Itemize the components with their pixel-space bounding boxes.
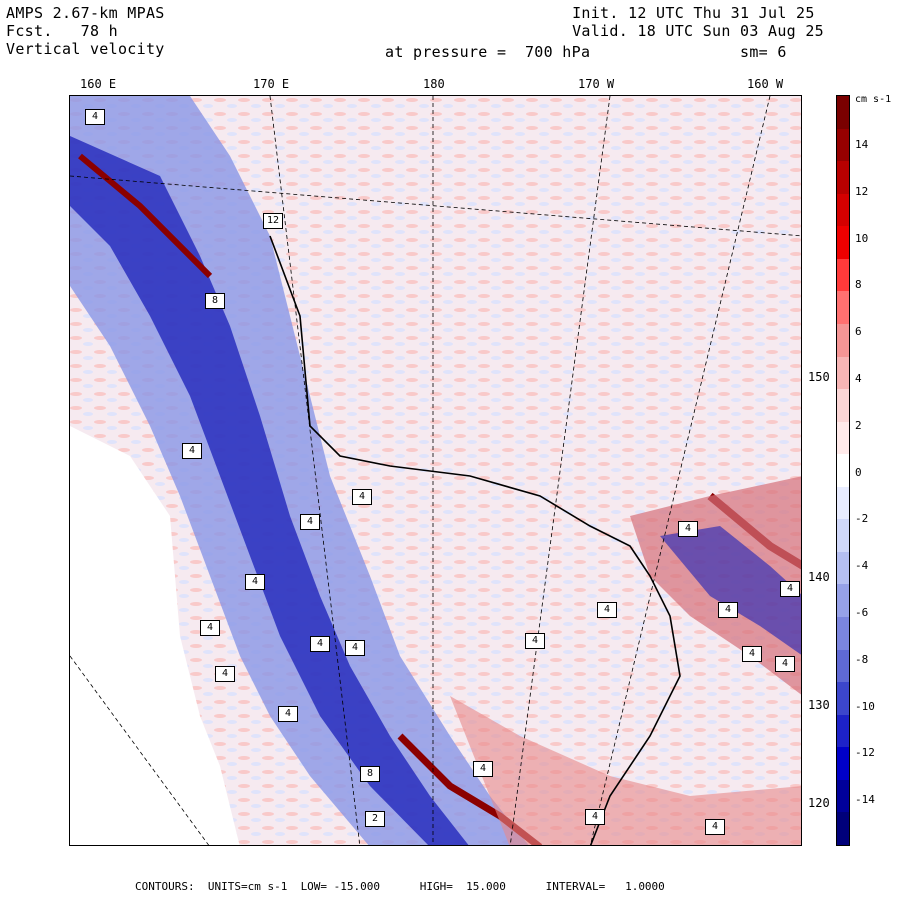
colorbar-segment [837, 226, 849, 260]
header-left: AMPS 2.67-km MPAS Fcst. 78 h Vertical velo… [6, 4, 165, 58]
colorbar-segment [837, 193, 849, 227]
map-canvas [70, 96, 801, 845]
map-label-box: 2 [365, 811, 385, 827]
colorbar-segment [837, 584, 849, 618]
map-label-box: 4 [705, 819, 725, 835]
map-label-box: 4 [775, 656, 795, 672]
colorbar-segment [837, 551, 849, 585]
lon-label-170e: 170 E [253, 77, 290, 91]
contour-info-footer: CONTOURS: UNITS=cm s-1 LOW= -15.000 HIGH… [135, 880, 665, 893]
colorbar-tick-label: -6 [855, 606, 869, 619]
lon-label-170w: 170 W [578, 77, 615, 91]
map-label-box: 4 [742, 646, 762, 662]
east-downward-zone [660, 526, 801, 655]
colorbar-segment [837, 519, 849, 553]
header-right: Init. 12 UTC Thu 31 Jul 25 Valid. 18 UTC … [572, 4, 824, 40]
colorbar-tick-label: 12 [855, 184, 869, 198]
colorbar-segment [837, 161, 849, 195]
colorbar-segment [837, 779, 849, 813]
colorbar-segment [837, 682, 849, 716]
map-label-box: 8 [205, 293, 225, 309]
colorbar-segment [837, 128, 849, 162]
coastline [269, 235, 681, 845]
colorbar-tick-label: -8 [855, 652, 869, 666]
colorbar-segment [837, 649, 849, 683]
meridian-170e [269, 96, 361, 845]
map-label-box: 4 [525, 633, 545, 649]
south-updraft-zone [450, 696, 801, 845]
colorbar-tick-label: 10 [855, 231, 869, 245]
map-label-box: 4 [473, 761, 493, 777]
colorbar-tick-label: -12 [855, 746, 875, 760]
map-label-box: 8 [360, 766, 380, 782]
vertical-velocity-map: 4 12 8 4 4 4 4 4 4 4 4 4 4 4 4 4 4 4 4 4… [69, 95, 802, 846]
map-label-box: 4 [300, 514, 320, 530]
colorbar-segment [837, 356, 849, 390]
colorbar-segment [837, 617, 849, 651]
colorbar-segment [837, 258, 849, 292]
forecast-hour: Fcst. 78 h [6, 22, 118, 40]
map-label-box: 4 [215, 666, 235, 682]
map-label-box: 4 [780, 581, 800, 597]
parallel-2 [70, 655, 210, 845]
map-label-box: 4 [352, 489, 372, 505]
colorbar-tick-label: -14 [855, 793, 875, 807]
map-label-box: 4 [182, 443, 202, 459]
model-title: AMPS 2.67-km MPAS [6, 4, 165, 22]
map-label-box: 4 [85, 109, 105, 125]
map-label-box: 4 [678, 521, 698, 537]
meridian-170w [509, 96, 611, 845]
colorbar-tick-label: 8 [855, 278, 862, 292]
colorbar-segment [837, 291, 849, 325]
colorbar-tick-label: -10 [855, 699, 875, 713]
meridian-160w [590, 96, 771, 845]
map-label-box: 4 [278, 706, 298, 722]
lon-label-160e: 160 E [80, 77, 117, 91]
map-label-box: 4 [585, 809, 605, 825]
lon-label-180: 180 [423, 77, 445, 91]
colorbar-units: cm s-1 [855, 94, 892, 105]
smoothing-label: sm= 6 [740, 43, 787, 61]
colorbar-tick-label: -4 [855, 559, 869, 573]
colorbar-segment [837, 389, 849, 423]
field-name: Vertical velocity [6, 40, 165, 58]
strong-downward-band [70, 136, 469, 845]
colorbar-tick-label: 6 [855, 325, 862, 339]
colorbar [836, 95, 850, 846]
colorbar-segment [837, 454, 849, 488]
map-label-box: 12 [263, 213, 283, 229]
updraft-ribbon-1 [78, 153, 213, 279]
map-label-box: 4 [345, 640, 365, 656]
colorbar-segment [837, 714, 849, 748]
valid-time: Valid. 18 UTC Sun 03 Aug 25 [572, 22, 824, 40]
colorbar-segment [837, 812, 849, 846]
colorbar-segment [837, 96, 849, 130]
map-label-box: 4 [245, 574, 265, 590]
colorbar-tick-label: -2 [855, 512, 869, 526]
map-label-box: 4 [200, 620, 220, 636]
colorbar-segment [837, 747, 849, 781]
colorbar-segment [837, 486, 849, 520]
colorbar-segment [837, 421, 849, 455]
colorbar-tick-label: 0 [855, 465, 862, 479]
colorbar-segment [837, 323, 849, 358]
pressure-level: at pressure = 700 hPa [385, 43, 591, 61]
parallel-1 [70, 175, 801, 237]
map-label-box: 4 [310, 636, 330, 652]
map-label-box: 4 [597, 602, 617, 618]
map-label-box: 4 [718, 602, 738, 618]
colorbar-tick-label: 14 [855, 138, 869, 151]
no-data-region [70, 426, 240, 845]
colorbar-tick-label: 4 [855, 372, 862, 385]
lon-label-160w: 160 W [747, 77, 784, 91]
init-time: Init. 12 UTC Thu 31 Jul 25 [572, 4, 815, 22]
colorbar-tick-label: 2 [855, 418, 862, 432]
